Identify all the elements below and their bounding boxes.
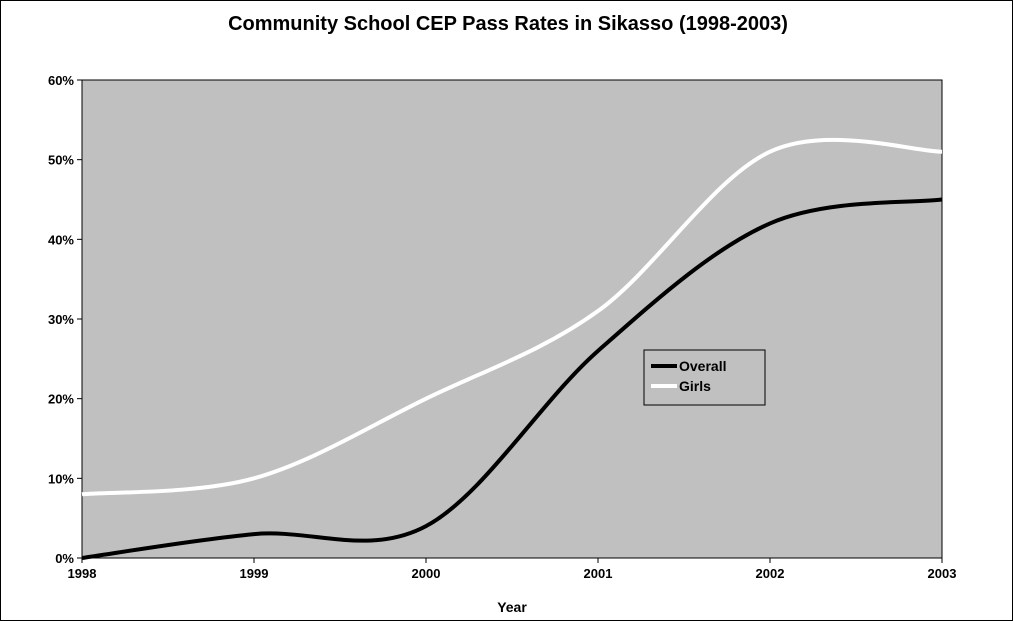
y-tick-label: 30% [48, 312, 74, 327]
x-tick-label: 2001 [584, 566, 613, 581]
x-axis: 1998 1999 2000 2001 2002 2003 [68, 558, 957, 581]
y-axis: 0% 10% 20% 30% 40% 50% 60% [48, 73, 82, 566]
series-line-girls [81, 137, 943, 497]
y-tick-label: 10% [48, 471, 74, 486]
y-tick-label: 50% [48, 153, 74, 168]
x-tick-label: 1999 [240, 566, 269, 581]
x-tick-label: 2002 [756, 566, 785, 581]
y-tick-label: 40% [48, 232, 74, 247]
series-line-overall [81, 197, 943, 560]
x-tick-label: 2003 [928, 566, 957, 581]
legend-label-overall: Overall [679, 358, 726, 374]
series-layer [81, 137, 943, 560]
y-tick-label: 0% [55, 551, 74, 566]
x-axis-title: Year [497, 599, 527, 615]
legend: Overall Girls [643, 349, 766, 406]
y-tick-label: 60% [48, 73, 74, 88]
legend-box [643, 349, 766, 406]
legend-label-girls: Girls [679, 378, 711, 394]
chart-title: Community School CEP Pass Rates in Sikas… [228, 13, 788, 35]
y-tick-label: 20% [48, 392, 74, 407]
x-tick-label: 2000 [412, 566, 441, 581]
plot-area [81, 79, 943, 559]
x-tick-label: 1998 [68, 566, 97, 581]
